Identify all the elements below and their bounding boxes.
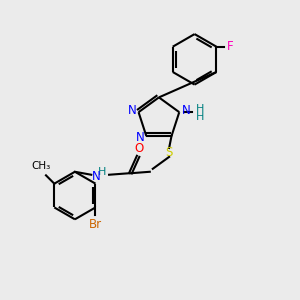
Text: H: H (196, 112, 204, 122)
Text: H: H (98, 167, 106, 177)
Text: N: N (92, 170, 101, 183)
Text: N: N (182, 104, 190, 117)
Text: O: O (134, 142, 143, 155)
Text: F: F (227, 40, 234, 53)
Text: N: N (135, 131, 144, 144)
Text: CH₃: CH₃ (31, 161, 50, 171)
Text: Br: Br (89, 218, 102, 231)
Text: S: S (165, 146, 173, 159)
Text: H: H (196, 104, 204, 114)
Text: N: N (128, 104, 136, 117)
